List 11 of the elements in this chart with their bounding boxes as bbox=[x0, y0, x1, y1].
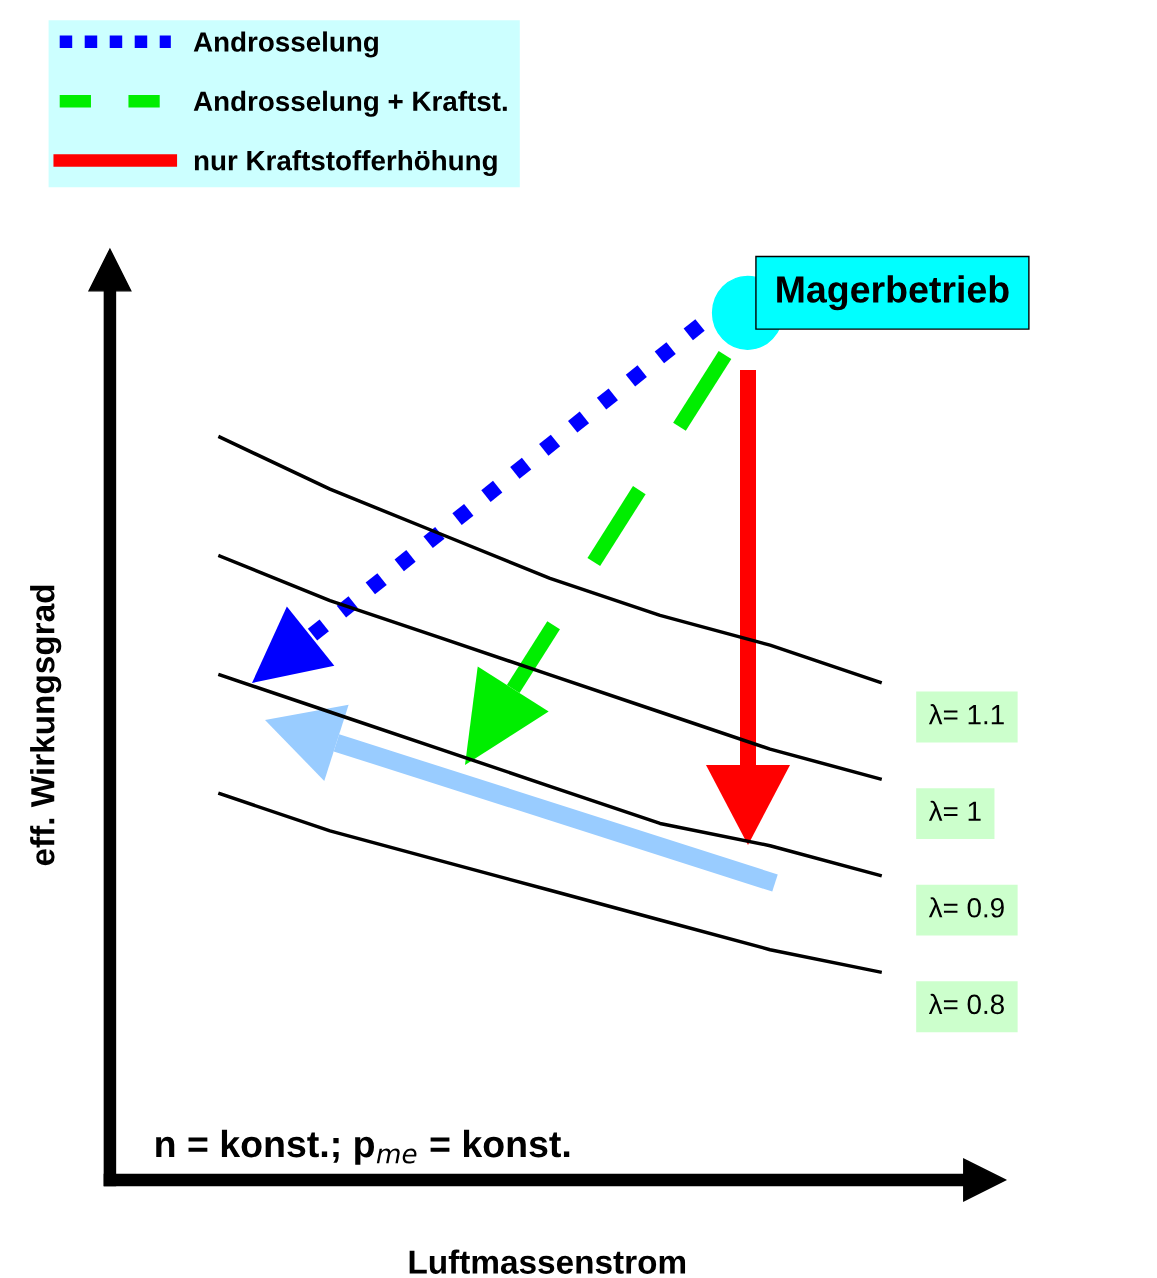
series-label: λ= 1.1 bbox=[928, 704, 1004, 725]
text: Androsselung bbox=[193, 31, 378, 58]
text: Magerbetrieb bbox=[777, 275, 1009, 311]
text: Androsselung + Kraftst. bbox=[193, 90, 507, 117]
text: nur Kraftstofferhöhung bbox=[194, 150, 497, 177]
y-axis-title: eff. Wirkungsgrad bbox=[30, 585, 62, 866]
series-label: λ= 0.9 bbox=[928, 897, 1004, 918]
series-label: λ= 0.8 bbox=[928, 993, 1004, 1015]
annotation: n = konst.; p$_{me}$ = konst. bbox=[156, 1129, 570, 1165]
x-axis-title: Luftmassenstrom bbox=[409, 1249, 686, 1274]
series-label: λ= 1 bbox=[928, 800, 981, 821]
